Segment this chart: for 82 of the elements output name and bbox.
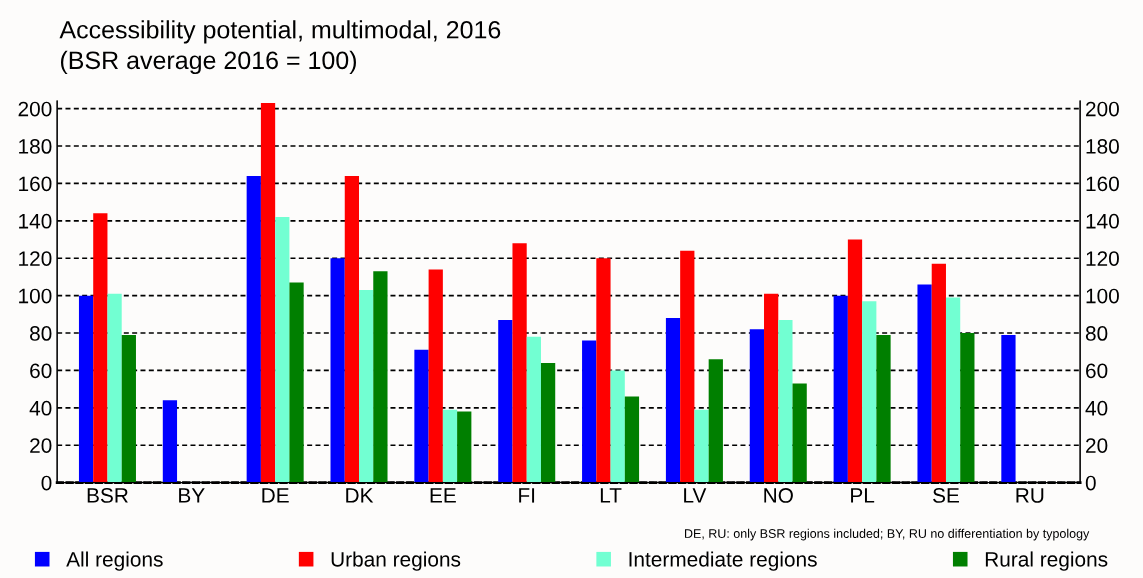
bar [749,329,765,483]
bar [457,411,472,483]
y-tick-label: 40 [29,400,52,416]
x-tick-label: RU [1016,488,1044,503]
bar [289,282,304,483]
y-tick-label: 200 [18,101,52,117]
x-tick-label: DE [262,488,289,503]
y2-tick-label: 100 [1086,288,1119,304]
y-tick-label: 180 [19,139,52,154]
bar [330,258,345,483]
bar [442,409,458,483]
y2-tick-label: 200 [1086,101,1119,117]
bar [373,271,388,483]
bar [876,334,891,483]
bar [1001,334,1016,483]
bar [540,362,556,483]
bar [945,297,961,483]
bar [246,175,261,483]
bar [414,349,429,483]
y2-tick-label: 140 [1086,213,1119,229]
bar [792,383,807,483]
y2-tick-label: 20 [1086,438,1108,453]
y2-tick-label: 0 [1085,475,1096,491]
bar [344,175,360,483]
bar [833,295,848,483]
bar [931,263,946,483]
x-tick-label: SE [933,488,959,503]
legend-label: Intermediate regions [629,551,817,571]
bar [498,319,513,483]
y2-tick-label: 40 [1085,400,1108,416]
bar [121,334,136,483]
bar [428,269,443,483]
x-tick-label: PL [851,488,875,503]
x-tick-label: EE [430,488,456,503]
x-tick-label: LV [684,488,707,503]
bar [764,293,779,483]
y-tick-label: 120 [19,251,52,266]
y-tick-label: 140 [19,213,52,229]
bar [596,258,611,483]
bar [665,318,681,483]
bar [680,250,695,483]
y-tick-label: 80 [30,326,52,341]
bar [708,359,723,483]
text: DE, RU: only BSR regions included; BY, RU no differentiation by typology [685,528,1090,541]
y-tick-label: 20 [30,438,52,453]
bar [93,213,108,483]
legend-label: All regions [66,551,163,571]
chart-title: Accessibility potential, multimodal, 2016 (BSR average 2016 = 100) [59,20,501,75]
y2-tick-label: 160 [1086,176,1119,192]
bar [359,290,374,483]
x-tick-label: FI [519,488,535,503]
bar [526,336,541,483]
bar [582,340,597,483]
x-tick-label: BY [179,488,205,503]
bar [847,239,863,483]
y-tick-label: 160 [19,176,52,192]
bar [162,400,178,483]
legend-label: Rural regions [985,551,1108,571]
legend-label: Urban regions [331,551,461,571]
x-tick-label: BSR [87,488,128,503]
x-tick-label: LT [600,488,622,503]
bar [512,243,527,483]
bar [624,396,640,483]
x-tick-label: NO [764,488,793,503]
bar [862,301,877,483]
bar [260,103,276,483]
bar [610,370,625,483]
bar [107,293,122,483]
bar [917,284,932,483]
y2-tick-label: 120 [1086,251,1119,266]
y-tick-label: 60 [30,363,52,379]
x-tick-label: DK [346,488,374,503]
y-tick-label: 0 [41,475,52,491]
bar [275,217,290,483]
bar [960,333,975,483]
y-tick-label: 100 [19,288,52,304]
y2-tick-label: 60 [1086,363,1108,379]
bar [694,409,709,483]
y2-tick-label: 180 [1086,139,1119,154]
bar [78,295,94,483]
bar [778,319,793,483]
y2-tick-label: 80 [1085,326,1108,341]
